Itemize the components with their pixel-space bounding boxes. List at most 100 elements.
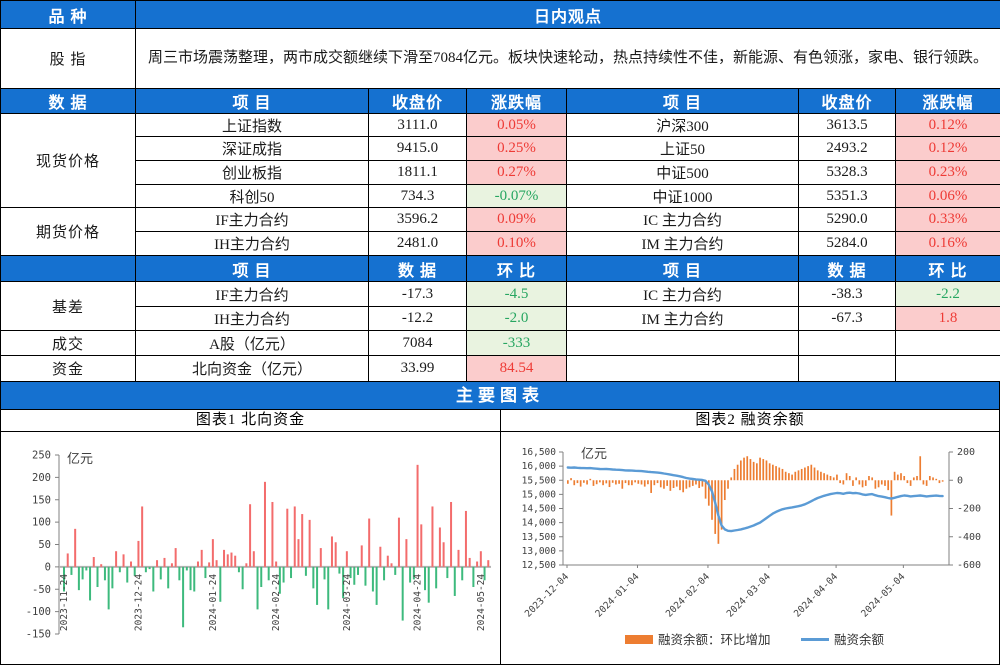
change-badge: 0.12%	[894, 113, 1000, 137]
empty-cell	[894, 330, 1000, 356]
close-value: 2481.0	[368, 231, 467, 256]
northbound-flows-chart-panel: 图表1 北向资金 250 200 150 100 50 0 -50 -100 -150 亿元 202…	[1, 410, 500, 664]
col-header-close-2: 收盘价	[798, 88, 896, 114]
svg-text:13,500: 13,500	[522, 532, 557, 543]
svg-text:15,000: 15,000	[522, 489, 557, 500]
table-row: 资金 北向资金（亿元） 33.99 84.54	[0, 355, 1000, 382]
variety-header-cell: 品 种	[0, 0, 136, 29]
svg-text:亿元: 亿元	[67, 451, 93, 466]
svg-text:2024-01-04: 2024-01-04	[593, 571, 641, 619]
svg-text:2024-02-24: 2024-02-24	[271, 574, 282, 631]
index-name: 深证成指	[135, 136, 369, 161]
flows-label: 资金	[0, 355, 136, 382]
svg-text:16,500: 16,500	[522, 447, 557, 458]
col-header-close: 收盘价	[368, 88, 467, 114]
change-badge: 84.54	[466, 355, 567, 382]
svg-text:2023-11-24: 2023-11-24	[59, 574, 70, 631]
basis-value: -17.3	[368, 281, 467, 307]
svg-text:2024-03-04: 2024-03-04	[725, 571, 773, 619]
table-row: 基差 IF主力合约 -17.3 -4.5 IC 主力合约 -38.3 -2.2	[0, 281, 1000, 331]
table-row: IH主力合约 -12.2 -2.0 IM 主力合约 -67.3 1.8	[1, 306, 1000, 331]
empty-cell	[566, 330, 799, 356]
svg-text:2024-03-24: 2024-03-24	[342, 574, 353, 631]
change-badge: -2.0	[466, 306, 567, 331]
svg-text:2023-12-04: 2023-12-04	[523, 571, 571, 619]
empty-cell	[798, 355, 896, 382]
svg-text:200: 200	[32, 472, 51, 484]
basis-value: -12.2	[368, 306, 467, 331]
change-badge: -333	[466, 330, 567, 356]
svg-text:-400: -400	[957, 532, 981, 543]
equity-row-label: 股 指	[0, 28, 136, 89]
col-header-change: 涨跌幅	[466, 88, 567, 114]
market-comment: 周三市场震荡整理，两市成交额继续下滑至7084亿元。板块快速轮动，热点持续性不佳…	[134, 28, 1000, 89]
col-header-item: 项 目	[135, 88, 369, 114]
index-name: 创业板指	[135, 160, 369, 185]
change-badge: 0.12%	[894, 136, 1000, 161]
col-header-item: 项 目	[135, 255, 369, 282]
close-value: 5328.3	[798, 160, 896, 185]
contract-name: IH主力合约	[135, 231, 369, 256]
change-badge: -2.2	[894, 281, 1000, 307]
svg-text:-50: -50	[32, 584, 51, 596]
chart1-title: 图表1 北向资金	[1, 410, 500, 432]
svg-text:-200: -200	[957, 504, 981, 515]
svg-text:亿元: 亿元	[581, 446, 607, 461]
change-badge: 0.33%	[894, 207, 1000, 232]
change-badge: 0.09%	[466, 207, 567, 232]
col-header-item-2: 项 目	[566, 255, 799, 282]
charts-section-banner: 主要图表	[0, 382, 1000, 410]
svg-text:50: 50	[38, 539, 51, 551]
svg-text:16,000: 16,000	[522, 461, 557, 472]
close-value: 5290.0	[798, 207, 896, 232]
table-row: 期货价格 IF主力合约 3596.2 0.09% IC 主力合约 5290.0 …	[0, 207, 1000, 256]
turnover-item: A股（亿元）	[135, 330, 369, 356]
svg-text:2024-05-04: 2024-05-04	[859, 571, 907, 619]
col-header-change-2: 涨跌幅	[894, 88, 1000, 114]
empty-cell	[798, 330, 896, 356]
table-row: 创业板指 1811.1 0.27% 中证500 5328.3 0.23%	[1, 160, 1000, 185]
turnover-label: 成交	[0, 330, 136, 356]
index-name: 上证指数	[135, 113, 369, 137]
svg-text:2024-01-24: 2024-01-24	[208, 574, 219, 631]
svg-text:150: 150	[32, 494, 51, 506]
col-header-item-2: 项 目	[566, 88, 799, 114]
index-name: 上证50	[566, 136, 799, 161]
svg-text:14,500: 14,500	[522, 504, 557, 515]
contract-name: IC 主力合约	[566, 207, 799, 232]
close-value: 2493.2	[798, 136, 896, 161]
index-name: 沪深300	[566, 113, 799, 137]
contract-name: IM 主力合约	[566, 231, 799, 256]
svg-text:250: 250	[32, 450, 51, 462]
svg-text:2024-04-04: 2024-04-04	[792, 571, 840, 619]
close-value: 3596.2	[368, 207, 467, 232]
svg-text:-100: -100	[26, 606, 51, 618]
svg-text:200: 200	[957, 447, 975, 458]
svg-text:12,500: 12,500	[522, 560, 557, 571]
svg-text:2024-05-24: 2024-05-24	[476, 574, 487, 631]
close-value: 1811.1	[368, 160, 467, 185]
chart2-title: 图表2 融资余额	[501, 410, 999, 432]
col-header-value-2: 数 据	[798, 255, 896, 282]
svg-text:15,500: 15,500	[522, 475, 557, 486]
price-header-row: 数 据 项 目 收盘价 涨跌幅 项 目 收盘价 涨跌幅	[0, 88, 1000, 114]
svg-text:14,000: 14,000	[522, 518, 557, 529]
change-badge: 0.10%	[466, 231, 567, 256]
charts-section: 图表1 北向资金 250 200 150 100 50 0 -50 -100 -150 亿元 202…	[0, 410, 1000, 665]
svg-text:2024-04-24: 2024-04-24	[413, 574, 424, 631]
empty-cell	[566, 355, 799, 382]
basis-header-row: 项 目 数 据 环 比 项 目 数 据 环 比	[0, 255, 1000, 282]
turnover-value: 7084	[368, 330, 467, 356]
svg-text:融资余额：环比增加: 融资余额：环比增加	[658, 632, 771, 647]
change-badge: 0.06%	[894, 184, 1000, 208]
change-badge: 0.25%	[466, 136, 567, 161]
table-row: 现货价格 上证指数 3111.0 0.05% 沪深300 3613.5 0.12…	[0, 113, 1000, 208]
col-header-mom-2: 环 比	[894, 255, 1000, 282]
change-badge: 0.23%	[894, 160, 1000, 185]
change-badge: -4.5	[466, 281, 567, 307]
index-name: 科创50	[135, 184, 369, 208]
market-data-table: 品 种 日内观点 股 指 周三市场震荡整理，两市成交额继续下滑至7084亿元。板…	[0, 0, 1000, 382]
index-name: 中证500	[566, 160, 799, 185]
table-row: IH主力合约 2481.0 0.10% IM 主力合约 5284.0 0.16%	[1, 231, 1000, 256]
